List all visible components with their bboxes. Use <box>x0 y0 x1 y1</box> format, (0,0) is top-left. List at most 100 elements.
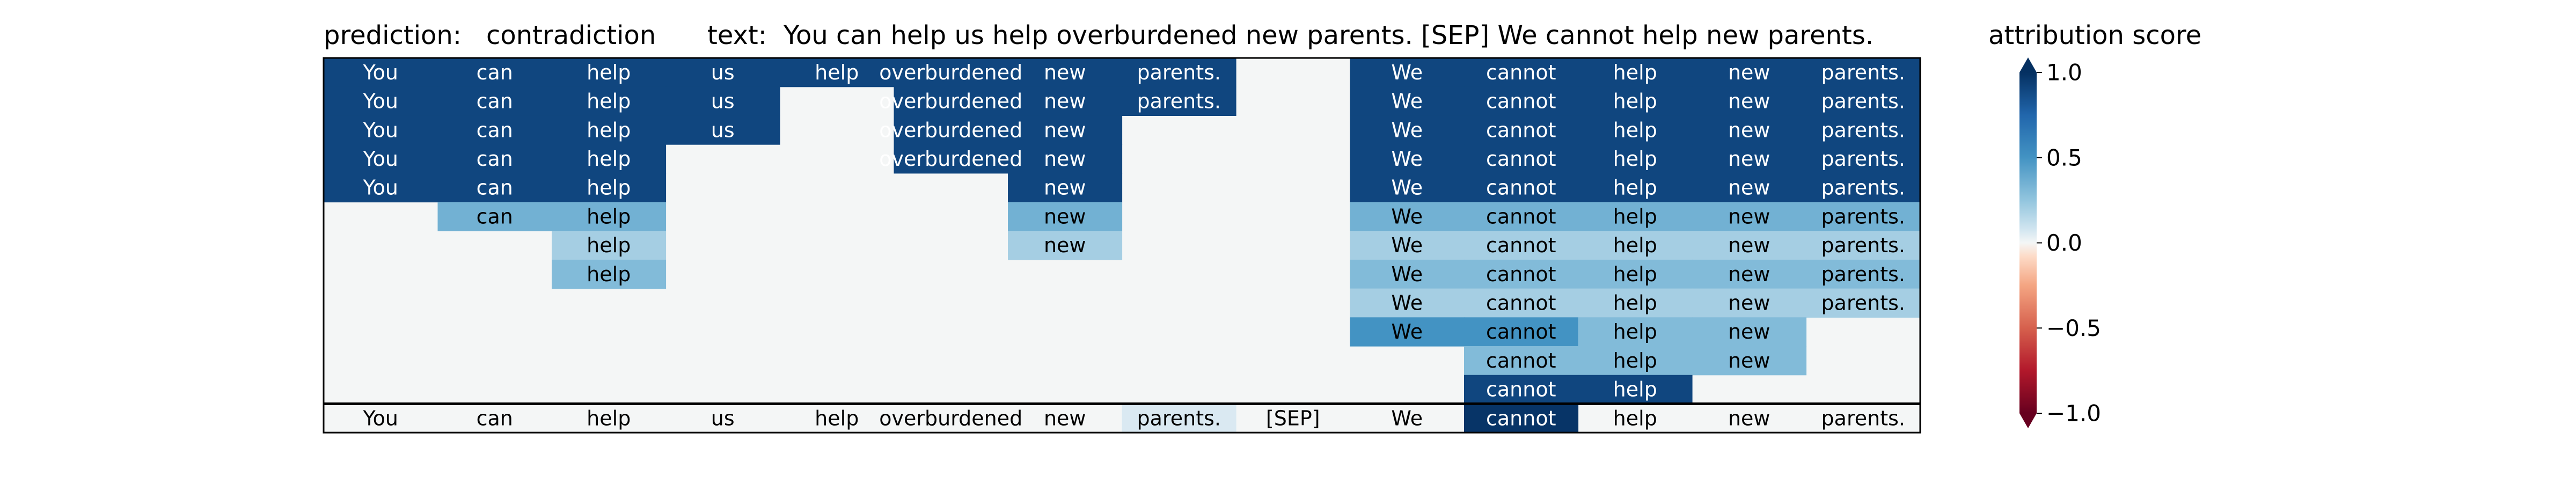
cell-token-label: new <box>1728 320 1770 343</box>
cell-token-label: cannot <box>1486 320 1556 343</box>
cell-token-label: help <box>1613 204 1657 228</box>
heatmap-cell <box>780 58 895 87</box>
cell-token-label: parents. <box>1137 61 1221 84</box>
cell-token-label: We <box>1391 147 1423 171</box>
prediction-label: prediction: <box>324 20 462 50</box>
bottom-row-cell <box>1122 404 1236 433</box>
heatmap-cell <box>324 58 438 87</box>
heatmap-cell <box>552 231 667 260</box>
heatmap-cell <box>1008 202 1123 231</box>
cell-token-label: can <box>477 61 513 84</box>
heatmap-cell <box>437 202 552 231</box>
heatmap-cell <box>1464 259 1579 289</box>
heatmap-cell <box>1578 288 1693 318</box>
prediction-value: contradiction <box>486 20 656 50</box>
heatmap-cell <box>1806 202 1921 231</box>
cell-token-label: can <box>477 118 513 142</box>
cell-token-label: new <box>1044 176 1086 200</box>
heatmap-cell <box>1350 202 1465 231</box>
text-label: text: <box>707 20 767 50</box>
heatmap-cell <box>1806 231 1921 260</box>
cell-token-label: You <box>363 90 399 113</box>
cell-token-label: cannot <box>1486 176 1556 200</box>
heatmap-cell <box>1806 144 1921 174</box>
cell-token-label: We <box>1391 320 1423 343</box>
cell-token-label: new <box>1728 118 1770 142</box>
cell-token-label: parents. <box>1821 90 1905 113</box>
heatmap-cell <box>894 144 1008 174</box>
cell-token-label: us <box>711 90 735 113</box>
cell-token-label: can <box>477 90 513 113</box>
colorbar-gradient <box>2019 72 2037 413</box>
heatmap-cell <box>1350 317 1465 347</box>
heatmap-cell <box>1692 259 1807 289</box>
cell-token-label: help <box>1613 291 1657 314</box>
heatmap-cell <box>1464 173 1579 203</box>
cell-token-label: We <box>1391 176 1423 200</box>
heatmap-cell <box>1578 375 1693 404</box>
cell-token-label: You <box>363 118 399 142</box>
cell-token-label: overburdened <box>879 90 1022 113</box>
heatmap-cell <box>1008 86 1123 116</box>
heatmap-cell <box>1578 144 1693 174</box>
bottom-token-label: parents. <box>1821 406 1905 430</box>
heatmap-cell <box>552 58 667 87</box>
cell-token-label: help <box>1613 233 1657 257</box>
cell-token-label: help <box>587 176 631 200</box>
heatmap-cell <box>552 115 667 145</box>
heatmap-cell <box>1464 58 1579 87</box>
heatmap-cell <box>437 86 552 116</box>
cell-token-label: can <box>477 147 513 171</box>
heatmap-cell <box>1692 288 1807 318</box>
heatmap-cell <box>1464 346 1579 376</box>
cell-token-label: new <box>1728 90 1770 113</box>
cell-token-label: cannot <box>1486 378 1556 401</box>
cell-token-label: help <box>1613 90 1657 113</box>
cell-token-label: help <box>1613 320 1657 343</box>
cell-token-label: We <box>1391 262 1423 286</box>
cell-token-label: help <box>1613 61 1657 84</box>
cell-token-label: parents. <box>1821 204 1905 228</box>
heatmap-cell <box>1806 115 1921 145</box>
colorbar-tick-label: −1.0 <box>2046 400 2101 427</box>
heatmap-cell <box>1350 86 1465 116</box>
cell-token-label: new <box>1044 61 1086 84</box>
cell-token-label: new <box>1044 118 1086 142</box>
heatmap-cell <box>1578 86 1693 116</box>
cell-token-label: We <box>1391 233 1423 257</box>
cell-token-label: parents. <box>1821 118 1905 142</box>
cell-token-label: new <box>1044 233 1086 257</box>
heatmap-frame <box>323 57 1921 434</box>
cell-token-label: new <box>1728 147 1770 171</box>
cell-token-label: You <box>363 176 399 200</box>
cell-token-label: cannot <box>1486 349 1556 372</box>
heatmap-cell <box>894 115 1008 145</box>
cell-token-label: parents. <box>1821 262 1905 286</box>
colorbar-max-extend <box>2019 57 2037 72</box>
cell-token-label: help <box>1613 349 1657 372</box>
heatmap-cell <box>1692 317 1807 347</box>
cell-token-label: help <box>1613 262 1657 286</box>
bottom-token-label: You <box>363 406 399 430</box>
cell-token-label: help <box>1613 147 1657 171</box>
bottom-token-label: help <box>587 406 631 430</box>
heatmap-cell <box>324 86 438 116</box>
cell-token-label: We <box>1391 204 1423 228</box>
heatmap-cells: You can help us help overburdened new parents. W… <box>323 57 1921 434</box>
cell-token-label: We <box>1391 61 1423 84</box>
bottom-token-label: help <box>815 406 859 430</box>
heatmap-cell <box>1806 58 1921 87</box>
heatmap-cell <box>1350 173 1465 203</box>
heatmap-cell <box>1008 144 1123 174</box>
cell-token-label: cannot <box>1486 118 1556 142</box>
colorbar-tick-label: 0.0 <box>2046 230 2082 256</box>
heatmap-cell <box>1692 202 1807 231</box>
cell-token-label: parents. <box>1821 233 1905 257</box>
cell-token-label: parents. <box>1821 176 1905 200</box>
cell-token-label: can <box>477 176 513 200</box>
heatmap-cell <box>437 173 552 203</box>
cell-token-label: help <box>587 262 631 286</box>
bottom-token-label: help <box>1613 406 1657 430</box>
heatmap-cell <box>1692 115 1807 145</box>
